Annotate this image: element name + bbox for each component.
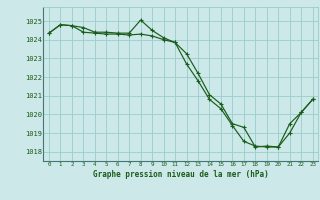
X-axis label: Graphe pression niveau de la mer (hPa): Graphe pression niveau de la mer (hPa) — [93, 170, 269, 179]
